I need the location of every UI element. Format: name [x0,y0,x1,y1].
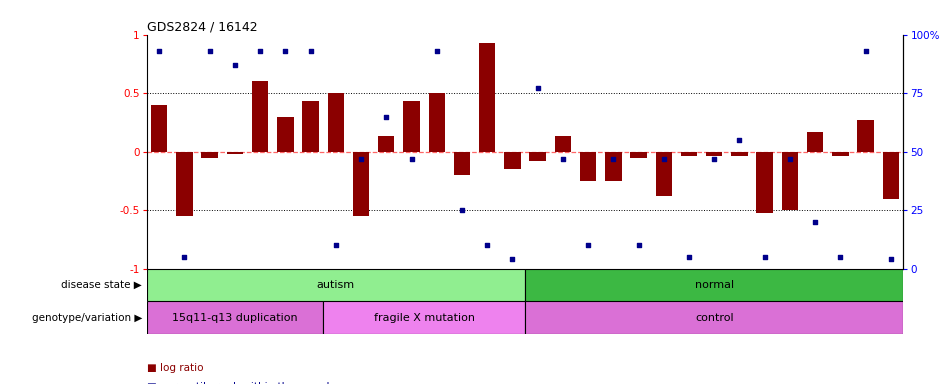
Bar [252,81,269,152]
Bar [605,152,622,181]
Point [454,207,469,214]
Point [202,48,218,54]
Bar [277,117,293,152]
Bar [479,43,496,152]
Bar [554,136,571,152]
Point [884,257,899,263]
Point [581,242,596,248]
Bar [630,152,647,157]
Point [177,254,192,260]
Text: 15q11-q13 duplication: 15q11-q13 duplication [172,313,298,323]
Bar [857,120,874,152]
Bar [656,152,672,196]
Text: control: control [695,313,733,323]
Point [832,254,848,260]
Point [378,114,394,120]
Point [782,156,797,162]
Text: GDS2824 / 16142: GDS2824 / 16142 [147,20,257,33]
Bar [580,152,596,181]
Bar [530,152,546,161]
Bar [706,152,723,156]
Point [354,156,369,162]
Bar [525,301,903,334]
Text: fragile X mutation: fragile X mutation [374,313,475,323]
Bar [227,152,243,154]
Point [227,62,242,68]
Text: disease state ▶: disease state ▶ [61,280,142,290]
Bar [883,152,899,199]
Bar [324,301,525,334]
Bar [176,152,193,216]
Point [530,85,545,91]
Text: normal: normal [694,280,734,290]
Text: genotype/variation ▶: genotype/variation ▶ [31,313,142,323]
Text: autism: autism [317,280,355,290]
Bar [832,152,849,156]
Point [808,219,823,225]
Bar [525,269,903,301]
Bar [681,152,697,156]
Bar [504,152,520,169]
Bar [781,152,798,210]
Point [707,156,722,162]
Bar [378,136,394,152]
Bar [303,101,319,152]
Bar [757,152,773,213]
Bar [327,93,344,152]
Point [151,48,166,54]
Point [681,254,696,260]
Point [757,254,772,260]
Point [404,156,419,162]
Point [505,257,520,263]
Bar [201,152,218,157]
Bar [454,152,470,175]
Point [858,48,873,54]
Bar [147,269,525,301]
Point [605,156,621,162]
Point [328,242,343,248]
Bar [429,93,445,152]
Point [657,156,672,162]
Point [732,137,747,143]
Text: ■ percentile rank within the sample: ■ percentile rank within the sample [147,382,336,384]
Bar [403,101,420,152]
Bar [147,301,324,334]
Point [303,48,318,54]
Point [253,48,268,54]
Point [429,48,445,54]
Text: ■ log ratio: ■ log ratio [147,363,203,373]
Bar [353,152,369,216]
Point [278,48,293,54]
Point [631,242,646,248]
Point [480,242,495,248]
Point [555,156,570,162]
Bar [731,152,747,156]
Bar [807,132,823,152]
Bar [151,105,167,152]
